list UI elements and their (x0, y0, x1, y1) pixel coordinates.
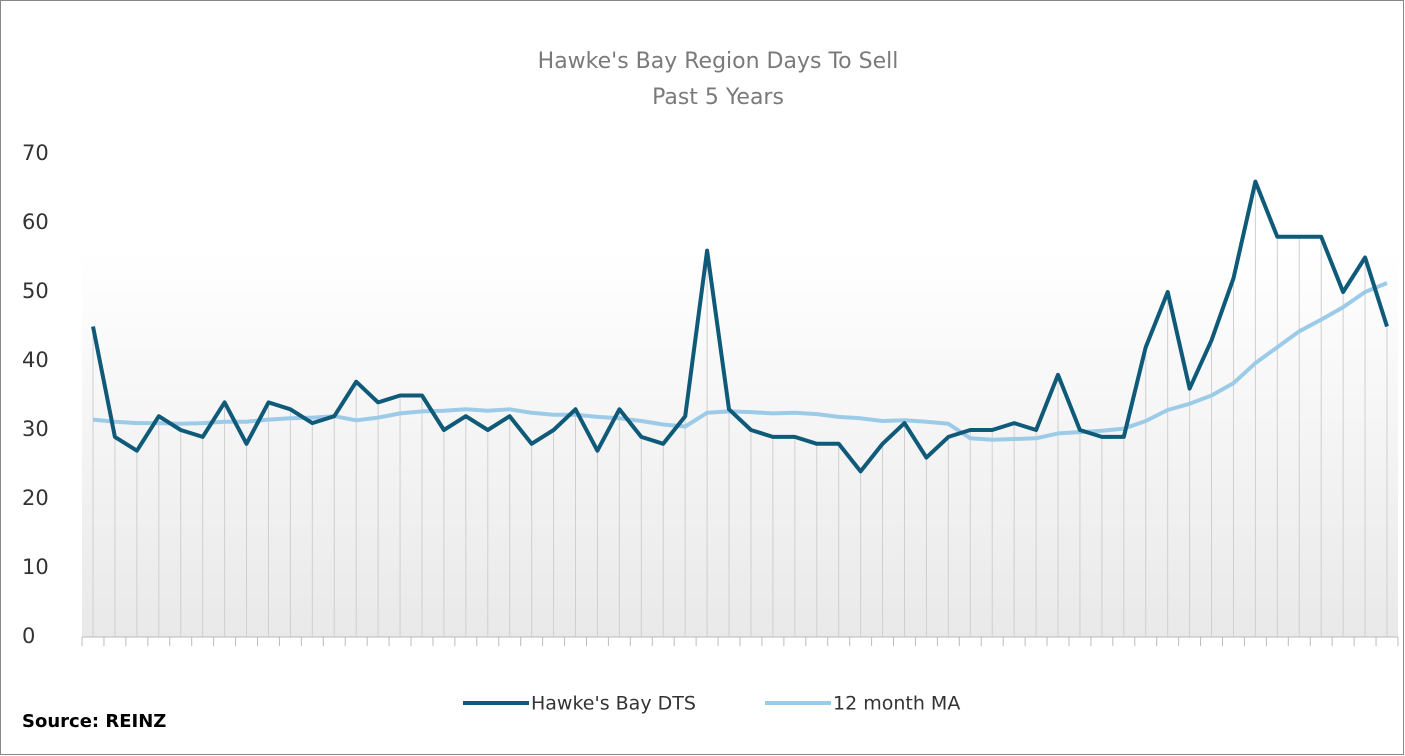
y-tick-label: 20 (22, 486, 49, 510)
y-tick-label: 50 (22, 279, 49, 303)
chart-title: Hawke's Bay Region Days To Sell (538, 49, 899, 74)
y-tick-label: 0 (22, 624, 35, 648)
source-note: Source: REINZ (22, 711, 166, 732)
series-line (91, 179, 1389, 474)
legend-label: 12 month MA (833, 693, 960, 715)
y-tick-label: 30 (22, 417, 49, 441)
series-line (92, 281, 1388, 442)
legend-label: Hawke's Bay DTS (531, 693, 696, 715)
y-tick-label: 60 (22, 210, 49, 234)
plot-background (82, 250, 1398, 637)
y-tick-label: 70 (22, 141, 49, 165)
y-tick-label: 40 (22, 348, 49, 372)
y-tick-label: 10 (22, 555, 49, 579)
chart-subtitle: Past 5 Years (652, 85, 784, 110)
